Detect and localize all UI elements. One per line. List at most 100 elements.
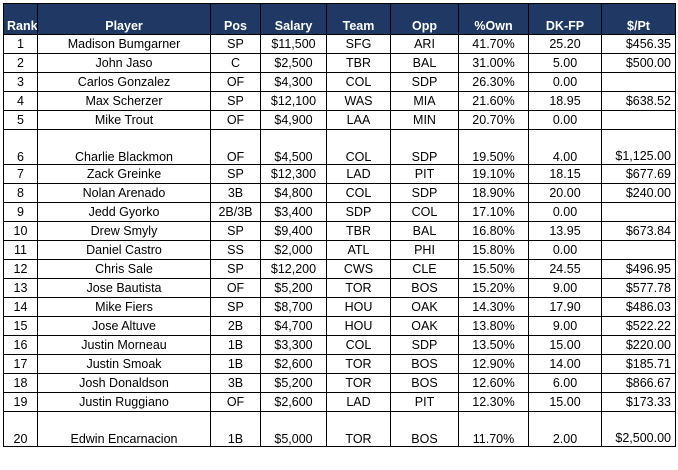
header-team: Team <box>326 3 391 35</box>
cell-opp: SDP <box>390 183 459 203</box>
cell-pos: SP <box>210 34 261 54</box>
cell-rank: 11 <box>3 240 38 260</box>
cell-salary: $2,600 <box>260 354 327 374</box>
cell-opp: MIN <box>390 110 459 130</box>
cell-dkfp: 6.00 <box>528 373 602 393</box>
cell-own: 11.70% <box>458 411 529 447</box>
cell-per-pt <box>601 202 676 222</box>
table-body: 1 Madison Bumgarner SP $11,500 SFG ARI 41.70% 2… <box>3 34 676 447</box>
cell-pos: OF <box>210 278 261 298</box>
cell-own: 16.80% <box>458 221 529 241</box>
cell-per-pt: $456.35 <box>601 34 676 54</box>
table-row: 16 Justin Morneau 1B $3,300 COL SDP 13.50% 15.0… <box>3 335 676 355</box>
cell-team: TBR <box>326 221 391 241</box>
cell-rank: 12 <box>3 259 38 279</box>
cell-dkfp: 9.00 <box>528 316 602 336</box>
cell-pos: SP <box>210 221 261 241</box>
cell-team: TBR <box>326 53 391 73</box>
header-pos: Pos <box>210 3 261 35</box>
cell-rank: 1 <box>3 34 38 54</box>
cell-salary: $3,400 <box>260 202 327 222</box>
cell-opp: PIT <box>390 392 459 412</box>
cell-salary: $12,100 <box>260 91 327 111</box>
cell-salary: $4,700 <box>260 316 327 336</box>
cell-per-pt: $173.33 <box>601 392 676 412</box>
cell-own: 31.00% <box>458 53 529 73</box>
cell-own: 15.20% <box>458 278 529 298</box>
cell-team: TOR <box>326 373 391 393</box>
cell-pos: 3B <box>210 183 261 203</box>
cell-player: Drew Smyly <box>37 221 211 241</box>
cell-dkfp: 4.00 <box>528 129 602 165</box>
cell-dkfp: 18.15 <box>528 164 602 184</box>
cell-own: 26.30% <box>458 72 529 92</box>
cell-rank: 9 <box>3 202 38 222</box>
table-row: 20 Edwin Encarnacion 1B $5,000 TOR BOS 11.70% 2… <box>3 411 676 447</box>
cell-per-pt: $1,125.00 <box>601 129 676 165</box>
cell-team: TOR <box>326 411 391 447</box>
cell-opp: MIA <box>390 91 459 111</box>
cell-salary: $9,400 <box>260 221 327 241</box>
table-row: 2 John Jaso C $2,500 TBR BAL 31.00% 5.00 $500.00 <box>3 53 676 73</box>
cell-player: Charlie Blackmon <box>37 129 211 165</box>
cell-salary: $11,500 <box>260 34 327 54</box>
cell-team: COL <box>326 72 391 92</box>
cell-salary: $12,200 <box>260 259 327 279</box>
cell-opp: OAK <box>390 297 459 317</box>
cell-salary: $5,200 <box>260 278 327 298</box>
cell-salary: $4,800 <box>260 183 327 203</box>
cell-team: TOR <box>326 278 391 298</box>
header-row: Rank Player Pos Salary Team Opp %Own DK-… <box>3 3 676 35</box>
cell-player: Max Scherzer <box>37 91 211 111</box>
cell-dkfp: 20.00 <box>528 183 602 203</box>
cell-pos: 1B <box>210 411 261 447</box>
cell-own: 19.10% <box>458 164 529 184</box>
cell-per-pt: $577.78 <box>601 278 676 298</box>
cell-opp: SDP <box>390 129 459 165</box>
cell-own: 20.70% <box>458 110 529 130</box>
cell-opp: BAL <box>390 53 459 73</box>
cell-player: Jose Altuve <box>37 316 211 336</box>
cell-dkfp: 0.00 <box>528 240 602 260</box>
cell-player: John Jaso <box>37 53 211 73</box>
table-row: 12 Chris Sale SP $12,200 CWS CLE 15.50% 24.55 $4… <box>3 259 676 279</box>
cell-dkfp: 15.00 <box>528 392 602 412</box>
cell-team: SFG <box>326 34 391 54</box>
cell-pos: SP <box>210 164 261 184</box>
cell-dkfp: 0.00 <box>528 202 602 222</box>
header-opp: Opp <box>390 3 459 35</box>
cell-pos: 2B/3B <box>210 202 261 222</box>
cell-own: 15.50% <box>458 259 529 279</box>
cell-player: Zack Greinke <box>37 164 211 184</box>
cell-per-pt: $500.00 <box>601 53 676 73</box>
cell-opp: BAL <box>390 221 459 241</box>
cell-rank: 14 <box>3 297 38 317</box>
cell-rank: 8 <box>3 183 38 203</box>
cell-team: LAD <box>326 164 391 184</box>
cell-own: 19.50% <box>458 129 529 165</box>
cell-dkfp: 17.90 <box>528 297 602 317</box>
cell-team: CWS <box>326 259 391 279</box>
cell-pos: SP <box>210 91 261 111</box>
cell-salary: $4,900 <box>260 110 327 130</box>
cell-rank: 4 <box>3 91 38 111</box>
cell-team: COL <box>326 183 391 203</box>
cell-pos: SS <box>210 240 261 260</box>
cell-pos: SP <box>210 297 261 317</box>
cell-opp: COL <box>390 202 459 222</box>
cell-dkfp: 18.95 <box>528 91 602 111</box>
cell-rank: 20 <box>3 411 38 447</box>
cell-per-pt: $185.71 <box>601 354 676 374</box>
cell-per-pt: $240.00 <box>601 183 676 203</box>
cell-opp: BOS <box>390 354 459 374</box>
cell-per-pt: $2,500.00 <box>601 411 676 447</box>
cell-per-pt: $673.84 <box>601 221 676 241</box>
cell-player: Jose Bautista <box>37 278 211 298</box>
cell-own: 15.80% <box>458 240 529 260</box>
header-own: %Own <box>458 3 529 35</box>
cell-player: Justin Smoak <box>37 354 211 374</box>
header-salary: Salary <box>260 3 327 35</box>
header-dkfp: DK-FP <box>528 3 602 35</box>
table-row: 4 Max Scherzer SP $12,100 WAS MIA 21.60% 18.95 $… <box>3 91 676 111</box>
cell-dkfp: 2.00 <box>528 411 602 447</box>
